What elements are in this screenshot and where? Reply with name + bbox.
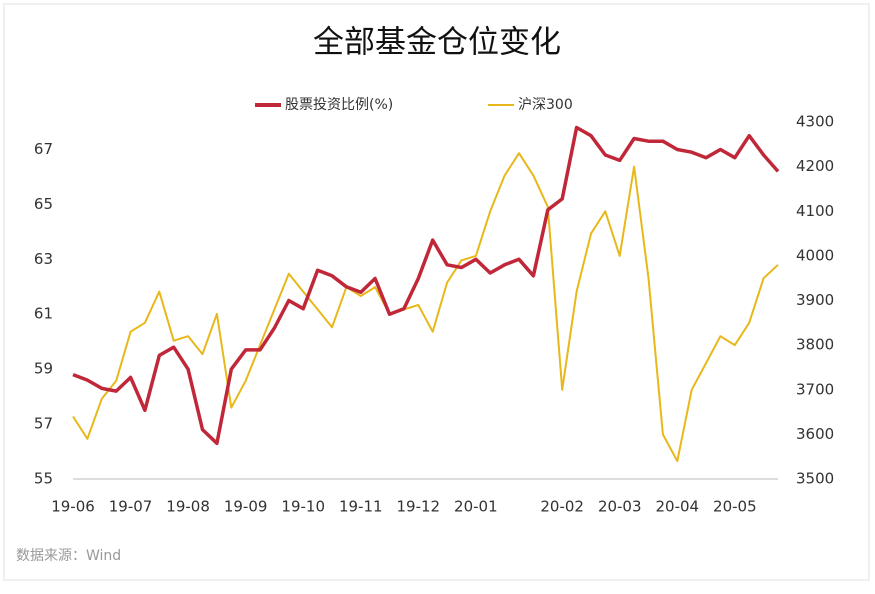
x-tick-label: 20-03	[598, 498, 642, 516]
y2-tick-label: 3800	[796, 336, 834, 354]
y-tick-label: 57	[34, 415, 53, 433]
x-tick-label: 19-12	[397, 498, 441, 516]
y2-tick-label: 3700	[796, 380, 834, 398]
y2-tick-label: 4200	[796, 157, 834, 175]
y2-tick-label: 4000	[796, 246, 834, 264]
x-tick-label: 20-05	[713, 498, 757, 516]
x-tick-label: 19-06	[51, 498, 95, 516]
x-tick-label: 20-01	[454, 498, 498, 516]
series-line	[72, 152, 779, 463]
y-tick-label: 67	[34, 140, 53, 158]
series-line	[72, 125, 780, 446]
y-tick-label: 59	[34, 360, 53, 378]
y-tick-label: 55	[34, 470, 53, 488]
x-tick-label: 20-04	[655, 498, 699, 516]
y-tick-label: 63	[34, 250, 53, 268]
y-tick-label: 61	[34, 305, 53, 323]
chart-title: 全部基金仓位变化	[313, 25, 561, 61]
y2-tick-label: 3600	[796, 425, 834, 443]
x-tick-label: 19-11	[339, 498, 383, 516]
legend-label: 股票投资比例(%)	[285, 97, 393, 113]
x-tick-label: 20-02	[540, 498, 584, 516]
x-tick-label: 19-10	[281, 498, 325, 516]
y-tick-label: 65	[34, 195, 53, 213]
x-tick-label: 19-08	[166, 498, 210, 516]
y2-tick-label: 3900	[796, 291, 834, 309]
card	[3, 3, 870, 581]
y2-tick-label: 3500	[796, 470, 834, 488]
x-tick-label: 19-09	[224, 498, 268, 516]
y2-tick-label: 4100	[796, 202, 834, 220]
legend-label: 沪深300	[518, 97, 573, 113]
y2-tick-label: 4300	[796, 113, 834, 131]
source: 数据来源：Wind	[16, 548, 121, 564]
x-tick-label: 19-07	[109, 498, 153, 516]
